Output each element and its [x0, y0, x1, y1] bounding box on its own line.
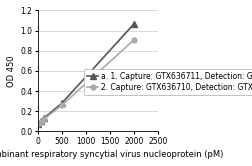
Line: 2. Capture: GTX636710, Detection: GTX636649: 2. Capture: GTX636710, Detection: GTX636… [35, 37, 136, 127]
a. 1. Capture: GTX636711, Detection: GTX636649: (500, 0.28): GTX636711, Detection: GTX636649: (500, 0… [60, 102, 63, 104]
2. Capture: GTX636710, Detection: GTX636649: (62.5, 0.09): GTX636710, Detection: GTX636649: (62.5, … [39, 121, 42, 123]
2. Capture: GTX636710, Detection: GTX636649: (2e+03, 0.91): GTX636710, Detection: GTX636649: (2e+03,… [132, 39, 135, 41]
Y-axis label: OD 450: OD 450 [7, 55, 16, 87]
2. Capture: GTX636710, Detection: GTX636649: (0, 0.07): GTX636710, Detection: GTX636649: (0, 0.0… [36, 123, 39, 125]
a. 1. Capture: GTX636711, Detection: GTX636649: (62.5, 0.1): GTX636711, Detection: GTX636649: (62.5, … [39, 120, 42, 122]
a. 1. Capture: GTX636711, Detection: GTX636649: (125, 0.13): GTX636711, Detection: GTX636649: (125, 0… [42, 117, 45, 119]
Legend: a. 1. Capture: GTX636711, Detection: GTX636649, 2. Capture: GTX636710, Detection: a. 1. Capture: GTX636711, Detection: GTX… [83, 69, 252, 95]
Line: a. 1. Capture: GTX636711, Detection: GTX636649: a. 1. Capture: GTX636711, Detection: GTX… [35, 21, 137, 127]
2. Capture: GTX636710, Detection: GTX636649: (125, 0.12): GTX636710, Detection: GTX636649: (125, 0… [42, 118, 45, 120]
X-axis label: Recombinant respiratory syncytial virus nucleoprotein (pM): Recombinant respiratory syncytial virus … [0, 150, 223, 159]
a. 1. Capture: GTX636711, Detection: GTX636649: (0, 0.07): GTX636711, Detection: GTX636649: (0, 0.0… [36, 123, 39, 125]
a. 1. Capture: GTX636711, Detection: GTX636649: (2e+03, 1.07): GTX636711, Detection: GTX636649: (2e+03,… [132, 23, 135, 25]
2. Capture: GTX636710, Detection: GTX636649: (500, 0.26): GTX636710, Detection: GTX636649: (500, 0… [60, 104, 63, 106]
